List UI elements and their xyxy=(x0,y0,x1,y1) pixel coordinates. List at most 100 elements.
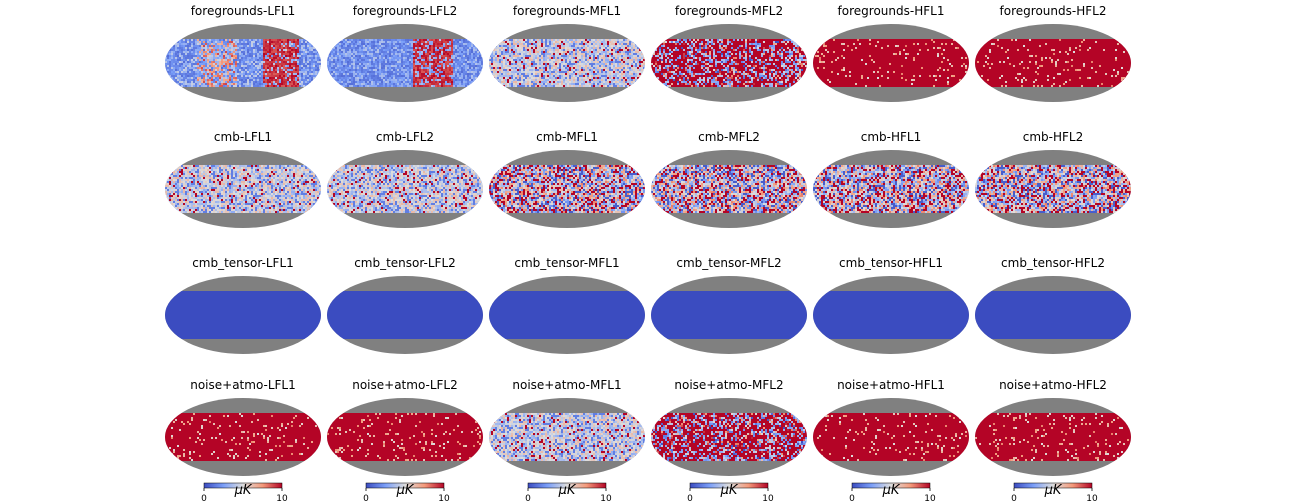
panel-title: cmb-HFL2 xyxy=(1023,130,1083,144)
map-surface xyxy=(327,398,483,476)
colorbar-tick-label: 10 xyxy=(438,494,450,504)
panel-title: cmb-LFL2 xyxy=(376,130,434,144)
map-surface xyxy=(813,150,969,228)
map-surface xyxy=(651,150,807,228)
colorbar: 0 10 μK xyxy=(363,482,450,504)
colorbar-unit-label: μK xyxy=(882,483,901,498)
panel-title: noise+atmo-HFL1 xyxy=(837,378,945,392)
map-panel: cmb_tensor-HFL2 xyxy=(975,256,1131,354)
panel-title: cmb_tensor-HFL2 xyxy=(1001,256,1105,270)
colorbar-tick-label: 0 xyxy=(849,494,855,504)
map-panel: cmb-LFL1 xyxy=(165,130,321,228)
colorbars: 0 10 μK 0 10 μK 0 10 μK 0 10 μK 0 10 μK 0 10 μK xyxy=(201,482,1098,504)
map-surface xyxy=(975,398,1131,476)
map-panels: foregrounds-LFL1 foregrounds-LFL2 foregrou… xyxy=(165,4,1131,476)
map-panel: cmb_tensor-LFL1 xyxy=(165,256,321,354)
map-surface xyxy=(489,24,645,102)
panel-title: foregrounds-HFL2 xyxy=(1000,4,1107,18)
panel-title: cmb-HFL1 xyxy=(861,130,921,144)
map-panel: cmb-HFL2 xyxy=(975,130,1131,228)
map-panel: cmb_tensor-MFL1 xyxy=(489,256,645,354)
observed-band xyxy=(327,291,483,339)
colorbar-tick-label: 0 xyxy=(1011,494,1017,504)
colorbar: 0 10 μK xyxy=(525,482,612,504)
observed-band xyxy=(813,291,969,339)
map-panel: foregrounds-MFL2 xyxy=(651,4,807,102)
colorbar-gradient xyxy=(203,482,283,489)
map-surface xyxy=(489,150,645,228)
map-panel: foregrounds-HFL1 xyxy=(813,4,969,102)
map-panel: cmb-LFL2 xyxy=(327,130,483,228)
map-surface xyxy=(165,276,321,354)
panel-title: noise+atmo-MFL1 xyxy=(512,378,621,392)
map-surface xyxy=(651,276,807,354)
panel-title: cmb_tensor-HFL1 xyxy=(839,256,943,270)
colorbar-tick-label: 10 xyxy=(924,494,936,504)
map-surface xyxy=(165,150,321,228)
map-surface xyxy=(975,276,1131,354)
colorbar-unit-label: μK xyxy=(396,483,415,498)
map-surface xyxy=(489,398,645,476)
panel-title: cmb_tensor-MFL2 xyxy=(676,256,781,270)
observed-band xyxy=(489,291,645,339)
colorbar: 0 10 μK xyxy=(849,482,936,504)
panel-title: noise+atmo-MFL2 xyxy=(674,378,783,392)
map-panel: noise+atmo-MFL1 xyxy=(489,378,645,476)
colorbar-gradient xyxy=(689,482,769,489)
map-panel: cmb_tensor-HFL1 xyxy=(813,256,969,354)
map-surface xyxy=(975,24,1131,102)
map-panel: foregrounds-LFL2 xyxy=(327,4,483,102)
map-surface xyxy=(651,24,807,102)
observed-band xyxy=(165,291,321,339)
observed-band xyxy=(975,291,1131,339)
colorbar-gradient xyxy=(527,482,607,489)
panel-title: cmb-MFL2 xyxy=(698,130,760,144)
panel-title: cmb_tensor-LFL1 xyxy=(192,256,294,270)
map-surface xyxy=(165,398,321,476)
map-panel: noise+atmo-HFL1 xyxy=(813,378,969,476)
map-panel: foregrounds-MFL1 xyxy=(489,4,645,102)
panel-title: noise+atmo-LFL2 xyxy=(352,378,458,392)
map-surface xyxy=(327,24,483,102)
colorbar-unit-label: μK xyxy=(558,483,577,498)
colorbar-tick-label: 0 xyxy=(687,494,693,504)
map-surface xyxy=(165,24,321,102)
map-panel: cmb-MFL1 xyxy=(489,130,645,228)
colorbar-tick-label: 0 xyxy=(363,494,369,504)
colorbar-unit-label: μK xyxy=(1044,483,1063,498)
map-panel: noise+atmo-LFL1 xyxy=(165,378,321,476)
colorbar: 0 10 μK xyxy=(201,482,288,504)
map-panel: cmb_tensor-LFL2 xyxy=(327,256,483,354)
panel-title: foregrounds-MFL1 xyxy=(513,4,621,18)
map-panel: foregrounds-LFL1 xyxy=(165,4,321,102)
colorbar-tick-label: 0 xyxy=(201,494,207,504)
panel-title: foregrounds-MFL2 xyxy=(675,4,783,18)
map-surface xyxy=(975,150,1131,228)
colorbar-tick-label: 10 xyxy=(1086,494,1098,504)
map-panel: cmb-HFL1 xyxy=(813,130,969,228)
panel-title: foregrounds-LFL1 xyxy=(191,4,296,18)
colorbar-tick-label: 10 xyxy=(762,494,774,504)
panel-title: noise+atmo-HFL2 xyxy=(999,378,1107,392)
colorbar-gradient xyxy=(365,482,445,489)
map-panel: foregrounds-HFL2 xyxy=(975,4,1131,102)
map-surface xyxy=(327,276,483,354)
colorbar-tick-label: 10 xyxy=(600,494,612,504)
map-surface xyxy=(813,398,969,476)
map-surface xyxy=(651,398,807,476)
colorbar-unit-label: μK xyxy=(720,483,739,498)
panel-title: foregrounds-HFL1 xyxy=(838,4,945,18)
map-surface xyxy=(489,276,645,354)
colorbar-gradient xyxy=(1013,482,1093,489)
map-panel: noise+atmo-LFL2 xyxy=(327,378,483,476)
colorbar: 0 10 μK xyxy=(687,482,774,504)
map-panel: cmb-MFL2 xyxy=(651,130,807,228)
colorbar-gradient xyxy=(851,482,931,489)
panel-title: noise+atmo-LFL1 xyxy=(190,378,296,392)
map-panel: noise+atmo-MFL2 xyxy=(651,378,807,476)
panel-title: cmb-LFL1 xyxy=(214,130,272,144)
map-surface xyxy=(813,276,969,354)
map-surface xyxy=(327,150,483,228)
panel-title: cmb-MFL1 xyxy=(536,130,598,144)
